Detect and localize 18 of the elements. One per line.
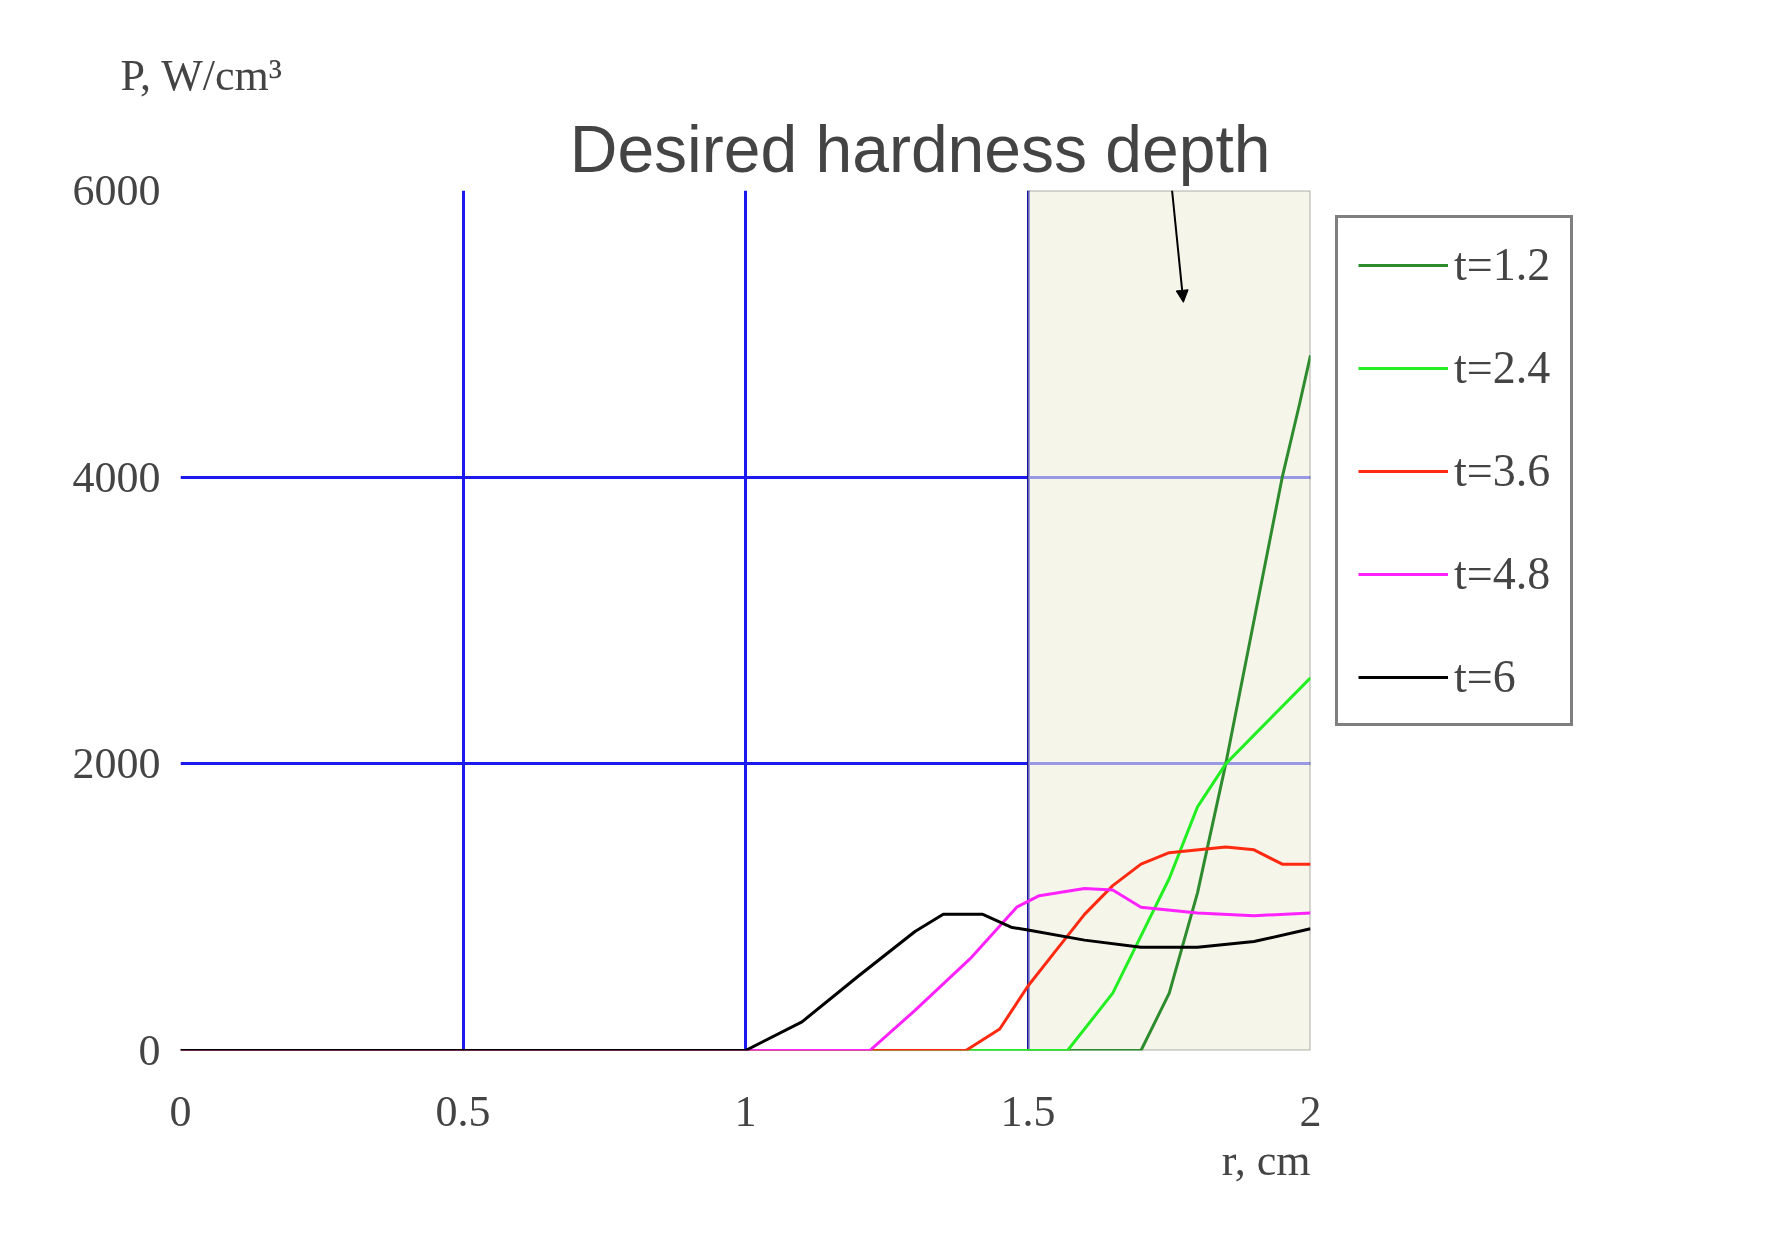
legend-label: t=3.6 — [1454, 444, 1551, 497]
x-tick-label: 2 — [1299, 1086, 1322, 1136]
y-axis-title: P, W/cm³ — [120, 50, 282, 100]
legend-label: t=2.4 — [1454, 341, 1551, 394]
x-tick-label: 1 — [734, 1086, 757, 1136]
x-tick-label: 0.5 — [435, 1086, 491, 1136]
x-tick-label: 1.5 — [1000, 1086, 1056, 1136]
x-tick-label: 0 — [169, 1086, 192, 1136]
line-series — [180, 912, 1311, 1051]
y-tick-label: 2000 — [72, 739, 161, 789]
y-tick-label: 6000 — [72, 166, 161, 215]
legend-label: t=1.2 — [1454, 238, 1551, 291]
x-axis-title: r, cm — [1221, 1135, 1311, 1185]
y-tick-label: 4000 — [72, 452, 161, 502]
text: Desired hardness depth — [569, 111, 1271, 186]
y-tick-label: 0 — [138, 1026, 161, 1075]
legend-label: t=4.8 — [1454, 547, 1551, 600]
legend-label: t=6 — [1454, 650, 1516, 703]
